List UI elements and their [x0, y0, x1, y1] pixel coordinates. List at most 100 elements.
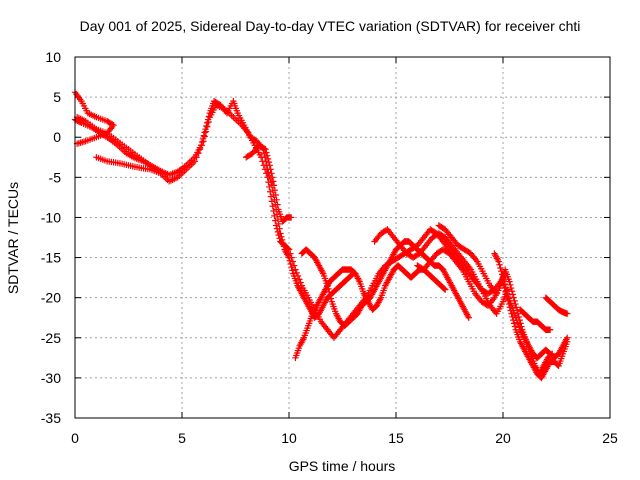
data-point	[259, 158, 266, 165]
data-point	[326, 288, 333, 296]
y-tick-label: -25	[41, 330, 61, 346]
data-point	[204, 123, 211, 130]
data-point	[272, 222, 280, 229]
data-point	[511, 323, 519, 330]
data-point	[272, 217, 279, 224]
data-point	[202, 128, 210, 135]
plot-frame	[74, 56, 611, 419]
data-point	[327, 295, 335, 302]
data-point	[287, 214, 295, 221]
data-point	[274, 201, 281, 208]
data-series	[243, 142, 295, 225]
data-series	[292, 262, 449, 362]
grid-lines	[75, 57, 610, 418]
data-series	[435, 222, 500, 297]
data-point	[266, 183, 273, 191]
x-axis-label: GPS time / hours	[289, 458, 396, 474]
y-tick-label: -15	[41, 250, 61, 266]
data-point	[267, 166, 274, 173]
data-point	[512, 300, 519, 308]
x-tick-label: 20	[495, 430, 511, 446]
data-point	[326, 292, 334, 299]
data-series	[542, 294, 571, 317]
data-point	[267, 193, 275, 200]
x-tick-label: 25	[602, 430, 618, 446]
y-axis-label: SDTVAR / TECUs	[5, 182, 21, 294]
x-tick-label: 5	[178, 430, 186, 446]
data-point	[503, 291, 510, 298]
data-point	[290, 262, 298, 269]
y-tick-label: -5	[49, 169, 62, 185]
data-point	[285, 246, 293, 253]
data-point	[269, 178, 277, 185]
data-point	[257, 154, 265, 161]
data-point	[203, 122, 210, 130]
data-point	[465, 314, 472, 321]
y-tick-label: -20	[41, 290, 61, 306]
data-point	[271, 186, 279, 194]
data-point	[504, 294, 511, 301]
data-point	[265, 158, 273, 166]
data-point	[261, 166, 269, 173]
data-point	[268, 170, 275, 177]
data-point	[564, 310, 571, 317]
data-point	[515, 313, 523, 321]
data-point	[507, 281, 514, 289]
data-point	[507, 284, 515, 292]
data-point	[266, 162, 273, 169]
data-point	[270, 207, 277, 215]
y-tick-label: -30	[41, 370, 61, 386]
x-axis-tick-labels: 0 5 10 15 20 25	[71, 430, 618, 446]
data-point	[509, 291, 517, 298]
data-point	[260, 162, 267, 169]
data-point	[546, 326, 554, 333]
data-point	[274, 228, 282, 236]
data-point	[195, 150, 202, 157]
data-point	[502, 288, 509, 295]
data-series	[73, 101, 509, 341]
data-point	[325, 285, 332, 293]
data-point	[297, 279, 304, 286]
data-point	[262, 146, 269, 153]
data-point	[205, 118, 212, 126]
data-point	[564, 338, 571, 345]
data-point	[193, 154, 200, 161]
chart-title: Day 001 of 2025, Sidereal Day-to-day VTE…	[80, 18, 581, 34]
data-point	[497, 282, 505, 289]
data-point	[510, 316, 517, 324]
data-point	[196, 146, 204, 153]
x-tick-label: 10	[281, 430, 297, 446]
data-point	[272, 191, 279, 199]
data-series	[371, 226, 511, 317]
data-point	[275, 231, 282, 239]
data-point	[498, 267, 505, 275]
data-point	[501, 284, 508, 292]
data-point	[294, 272, 302, 280]
data-point	[504, 297, 512, 305]
data-point	[507, 307, 514, 314]
data-point	[198, 142, 205, 149]
data-point	[289, 267, 296, 274]
data-point	[200, 132, 208, 139]
data-point	[499, 278, 507, 285]
data-series	[93, 154, 164, 177]
data-point	[498, 271, 506, 278]
data-point	[263, 152, 271, 159]
data-point	[200, 138, 207, 145]
data-point	[324, 282, 331, 289]
data-point	[266, 188, 274, 195]
data-point	[296, 276, 303, 283]
data-point	[201, 133, 208, 140]
data-point	[263, 149, 270, 156]
data-points	[71, 89, 571, 382]
data-point	[441, 285, 448, 293]
data-point	[265, 178, 272, 186]
data-point	[493, 290, 500, 297]
data-series	[71, 97, 357, 321]
data-point	[506, 278, 513, 285]
data-point	[286, 257, 294, 264]
data-point	[508, 288, 516, 295]
x-tick-label: 15	[388, 430, 404, 446]
data-point	[496, 261, 503, 268]
data-point	[293, 269, 300, 276]
